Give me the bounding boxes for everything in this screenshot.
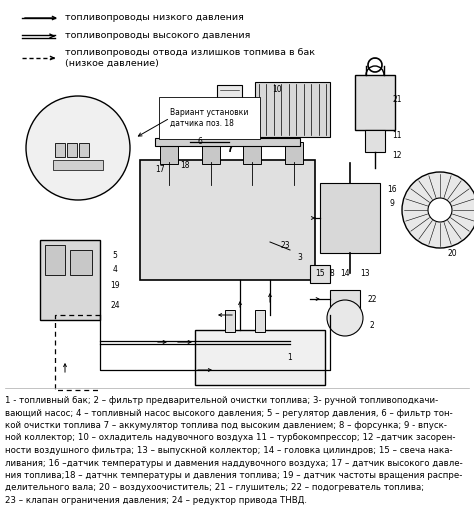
Bar — [140, 160, 315, 280]
Bar — [225, 310, 235, 332]
Bar — [160, 142, 178, 164]
Text: топливопроводы высокого давления: топливопроводы высокого давления — [65, 31, 250, 41]
Text: делительного вала; 20 – воздухоочиститель; 21 – глушитель; 22 – подогреватель то: делительного вала; 20 – воздухоочистител… — [5, 483, 424, 492]
Bar — [201, 142, 219, 164]
Bar — [255, 82, 330, 137]
Bar — [217, 85, 242, 130]
Circle shape — [402, 172, 474, 248]
Bar — [355, 75, 395, 130]
Circle shape — [26, 96, 130, 200]
Text: ной коллектор; 10 – охладитель надувочного воздуха 11 – турбокомпрессор; 12 –дат: ной коллектор; 10 – охладитель надувочно… — [5, 433, 456, 442]
Bar — [310, 265, 330, 283]
Bar — [195, 330, 325, 385]
Bar — [40, 240, 100, 320]
Bar — [79, 143, 89, 157]
Text: 13: 13 — [360, 268, 370, 278]
Bar — [365, 130, 385, 152]
Bar — [45, 245, 65, 275]
Bar — [70, 250, 92, 275]
Text: ливания; 16 –датчик температуры и давмения наддувочного воздуха; 17 – датчик выс: ливания; 16 –датчик температуры и давмен… — [5, 458, 463, 467]
Bar — [330, 290, 360, 308]
Bar — [285, 142, 303, 164]
Text: 2: 2 — [370, 320, 374, 329]
Text: 6: 6 — [250, 103, 255, 111]
Text: 10: 10 — [272, 85, 282, 94]
Text: Вариант установки
датчика поз. 18: Вариант установки датчика поз. 18 — [170, 108, 248, 128]
Text: ности воздушного фильтра; 13 – выпускной коллектор; 14 – головка цилиндров; 15 –: ности воздушного фильтра; 13 – выпускной… — [5, 446, 453, 455]
Text: 3: 3 — [298, 254, 302, 263]
Text: топливопроводы низкого давления: топливопроводы низкого давления — [65, 14, 244, 22]
Bar — [255, 310, 265, 332]
Text: 4: 4 — [112, 266, 118, 275]
Text: 6: 6 — [198, 138, 202, 146]
Text: кой очистки топлива 7 – аккумулятор топлива под высоким давлением; 8 – форсунка;: кой очистки топлива 7 – аккумулятор топл… — [5, 421, 447, 430]
Text: 11: 11 — [392, 130, 402, 140]
Text: 20: 20 — [447, 249, 457, 257]
Text: 5: 5 — [112, 251, 118, 259]
Text: 8: 8 — [329, 268, 334, 278]
Text: топливопроводы отвода излишков топмива в бак
(низкое давление): топливопроводы отвода излишков топмива в… — [65, 48, 315, 68]
Text: 19: 19 — [110, 280, 120, 290]
Bar — [155, 138, 300, 146]
Bar — [55, 143, 65, 157]
Bar — [243, 142, 261, 164]
Text: 18: 18 — [180, 160, 190, 169]
Text: 15: 15 — [315, 268, 325, 278]
Text: ния топлива;18 – датчнк температуры и давления топлива; 19 – датчик частоты вращ: ния топлива;18 – датчнк температуры и да… — [5, 471, 462, 480]
Text: 12: 12 — [392, 151, 402, 159]
Text: 1: 1 — [288, 353, 292, 362]
Text: 21: 21 — [392, 95, 402, 105]
Text: 23: 23 — [280, 241, 290, 250]
Text: 14: 14 — [340, 268, 350, 278]
Bar — [320, 183, 380, 253]
Circle shape — [428, 198, 452, 222]
Text: 9: 9 — [390, 199, 394, 207]
Circle shape — [327, 300, 363, 336]
Bar — [67, 143, 77, 157]
Text: 24: 24 — [110, 301, 120, 309]
Text: 22: 22 — [367, 295, 377, 304]
Text: вающий насос; 4 – топливный насос высокого давления; 5 – регулятор давления, 6 –: вающий насос; 4 – топливный насос высоко… — [5, 408, 453, 417]
Text: 1 - топливный бак; 2 – фильтр предварительной очистки топлива; 3- ручной топливо: 1 - топливный бак; 2 – фильтр предварите… — [5, 396, 438, 405]
Text: 16: 16 — [387, 185, 397, 194]
Text: 23 – клапан ограничения давления; 24 – редуктор привода ТНВД.: 23 – клапан ограничения давления; 24 – р… — [5, 496, 307, 505]
Text: 7: 7 — [235, 120, 239, 130]
Text: 17: 17 — [155, 166, 165, 175]
Bar — [53, 160, 103, 170]
